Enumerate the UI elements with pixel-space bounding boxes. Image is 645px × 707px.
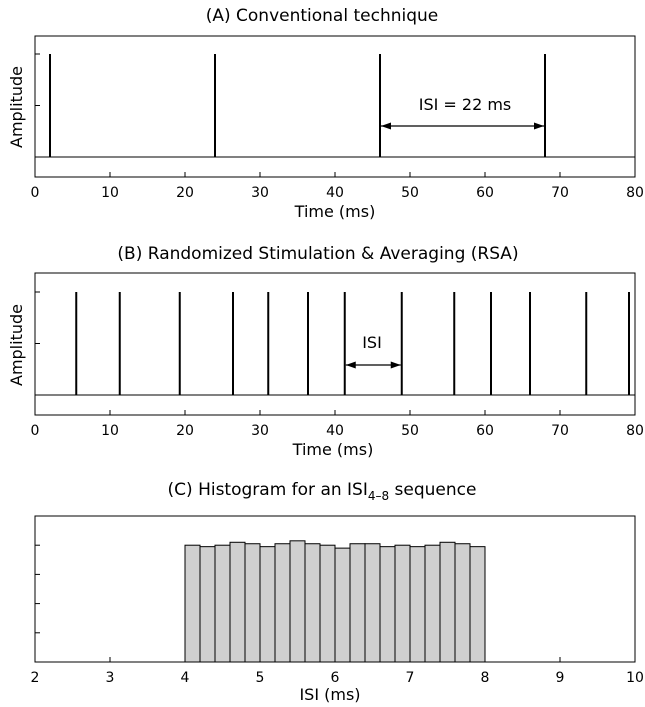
- histogram-bar: [364, 543, 381, 663]
- histogram-bar: [304, 543, 321, 663]
- panel-c-bars: [184, 540, 486, 663]
- panel-b: (B) Randomized Stimulation & Averaging (…: [7, 244, 644, 459]
- panel-b-xtick-label: 0: [31, 423, 40, 439]
- panel-a-xtick-label: 70: [551, 185, 569, 201]
- panel-c-title-subscript: 4–8: [368, 489, 389, 503]
- histogram-bar: [349, 543, 366, 663]
- histogram-bar: [469, 546, 486, 663]
- panel-b-xtick-label: 10: [101, 423, 119, 439]
- histogram-bar: [214, 544, 231, 663]
- panel-b-xtick-label: 30: [251, 423, 269, 439]
- histogram-bar: [229, 541, 246, 663]
- panel-b-xtick-label: 50: [401, 423, 419, 439]
- panel-a-xtick-label: 80: [626, 185, 644, 201]
- panel-a-isi-arrow-right: [534, 122, 544, 130]
- panel-b-ylabel: Amplitude: [7, 304, 26, 386]
- histogram-bar: [274, 543, 291, 663]
- histogram-bar: [199, 546, 216, 663]
- panel-b-xtick-label: 20: [176, 423, 194, 439]
- panel-b-xticks: 0 10 20 30 40 50 60 70 80: [31, 410, 644, 439]
- panel-a-xlabel: Time (ms): [294, 202, 376, 221]
- histogram-bar: [319, 544, 336, 663]
- panel-b-spikes: [75, 292, 630, 395]
- panel-c-xticks: 2 3 4 5 6 7 8 9 10: [31, 657, 644, 686]
- panel-c-title-suffix: sequence: [389, 480, 476, 500]
- histogram-bar: [244, 543, 261, 663]
- panel-c-xlabel: ISI (ms): [299, 685, 360, 704]
- panel-b-xtick-label: 80: [626, 423, 644, 439]
- panel-a-ylabel: Amplitude: [7, 66, 26, 148]
- histogram-bar: [454, 543, 471, 663]
- panel-b-title: (B) Randomized Stimulation & Averaging (…: [117, 244, 518, 264]
- panel-a-title: (A) Conventional technique: [206, 6, 439, 26]
- histogram-bar: [439, 541, 456, 663]
- histogram-bar: [394, 544, 411, 663]
- histogram-bar: [424, 544, 441, 663]
- panel-b-isi-arrow-left: [345, 361, 356, 369]
- panel-a-isi-label: ISI = 22 ms: [419, 95, 512, 114]
- panel-a-isi-annotation: ISI = 22 ms: [381, 95, 544, 130]
- panel-c-title: (C) Histogram for an ISI4–8 sequence: [168, 480, 477, 503]
- panel-c-xtick-label: 7: [406, 670, 415, 686]
- panel-a-yticks: [35, 53, 40, 158]
- histogram-bar: [379, 546, 396, 663]
- panel-c-xtick-label: 2: [31, 670, 40, 686]
- panel-c-yticks: [35, 544, 40, 634]
- panel-b-xtick-label: 70: [551, 423, 569, 439]
- panel-a-xtick-label: 0: [31, 185, 40, 201]
- panel-a-xtick-label: 50: [401, 185, 419, 201]
- panel-a-xticks: 0 10 20 30 40 50 60 70 80: [31, 172, 644, 201]
- panel-b-xlabel: Time (ms): [292, 440, 374, 459]
- histogram-bar: [259, 546, 276, 663]
- panel-b-isi-arrow-right: [390, 361, 401, 369]
- panel-a-xtick-label: 30: [251, 185, 269, 201]
- panel-c: (C) Histogram for an ISI4–8 sequence 2 3 4…: [31, 480, 644, 704]
- panel-c-xtick-label: 3: [106, 670, 115, 686]
- histogram-bar: [334, 547, 351, 663]
- panel-b-yticks: [35, 291, 40, 396]
- panel-b-axes-box: [34, 272, 636, 416]
- panel-c-xtick-label: 8: [481, 670, 490, 686]
- panel-a-isi-arrow-left: [381, 122, 391, 130]
- histogram-bar: [409, 546, 426, 663]
- histogram-bar: [289, 540, 306, 663]
- panel-a-xtick-label: 20: [176, 185, 194, 201]
- panel-c-xtick-label: 6: [331, 670, 340, 686]
- panel-b-xtick-label: 60: [476, 423, 494, 439]
- panel-c-xtick-label: 5: [256, 670, 265, 686]
- panel-a-spikes: [49, 54, 546, 157]
- panel-b-isi-label: ISI: [362, 333, 382, 352]
- panel-a-xtick-label: 40: [326, 185, 344, 201]
- panel-a-xtick-label: 10: [101, 185, 119, 201]
- panel-b-xtick-label: 40: [326, 423, 344, 439]
- panel-b-isi-annotation: ISI: [345, 333, 401, 369]
- panel-a-xtick-label: 60: [476, 185, 494, 201]
- histogram-bar: [184, 544, 201, 663]
- panel-c-title-main: (C) Histogram for an ISI: [168, 480, 368, 500]
- panel-c-xtick-label: 9: [556, 670, 565, 686]
- panel-a: (A) Conventional technique ISI = 22 ms 0…: [7, 6, 644, 221]
- panel-c-xtick-label: 4: [181, 670, 190, 686]
- panel-c-xtick-label: 10: [626, 670, 644, 686]
